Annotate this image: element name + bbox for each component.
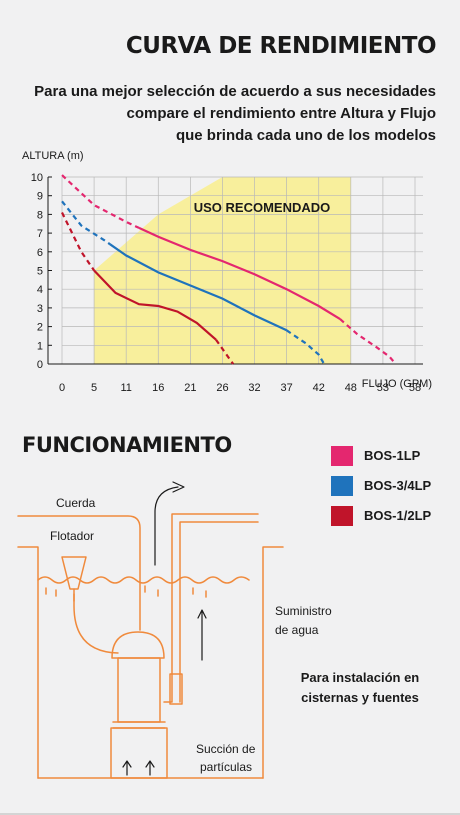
cistern-wall-left [17,546,39,779]
pump-base [110,727,168,779]
pipe-coupling [169,673,183,705]
flow-arrow-up-head [197,609,207,619]
legend-item-bos-1lp: BOS-1LP [331,446,451,466]
y-tick-label: 0 [37,359,43,371]
y-tick-label: 9 [37,191,43,203]
flow-arrow-curved [154,486,179,566]
x-tick-label: 32 [248,382,260,394]
installation-note-line-1: Para instalación en [300,670,420,685]
label-succion-1: Succión de [196,742,256,756]
suction-arrow-2 [145,760,155,776]
cistern-wall-right [262,546,284,779]
x-tick-label: 53 [377,382,389,394]
x-tick-label: 26 [216,382,228,394]
y-tick-label: 10 [31,172,43,184]
legend-item-bos-3-4lp: BOS-3/4LP [331,476,451,496]
legend-swatch-bos-1-2lp [331,506,353,526]
series-bos-3-4lp-line [109,243,288,332]
legend-label-bos-1lp: BOS-1LP [364,448,421,463]
series-bos-1-2lp-dashed-start [61,212,96,272]
series-bos-1-2lp-dashed-end [215,339,235,365]
x-axis-label: FLUJO (GPM) [361,378,432,390]
pump-cap [111,631,165,659]
y-tick-label: 7 [37,228,43,240]
y-tick-label: 1 [37,340,43,352]
y-tick-label: 6 [37,247,43,259]
legend-label-bos-3-4lp: BOS-3/4LP [364,478,432,493]
subtitle-line-2: compare el rendimiento entre Altura y Fl… [126,105,436,122]
y-axis-label: ALTURA (m) [22,150,84,162]
subtitle-line-1: Para una mejor selección de acuerdo a su… [34,83,436,100]
page-title: CURVA DE RENDIMIENTO [125,33,437,59]
label-suministro-2: de agua [275,623,319,637]
cord-line [17,515,141,631]
pump-body [117,657,161,723]
series-bos-3-4lp-dashed-end [285,329,326,365]
suction-arrow-1 [122,760,132,776]
section-title-funcionamiento: FUNCIONAMIENTO [22,433,232,457]
subtitle-line-3: que brinda cada uno de los modelos [175,127,436,144]
y-tick-label: 4 [37,284,43,296]
series-bos-1-2lp-line [93,269,217,341]
zone-label: USO RECOMENDADO [194,200,331,215]
outlet-pipe [163,513,259,703]
water-drops [45,585,207,602]
label-flotador: Flotador [50,529,95,543]
label-suministro-1: Suministro [275,604,332,618]
y-tick-label: 2 [37,322,43,334]
series-bos-1lp-line [138,226,341,321]
x-tick-label: 5 [91,382,97,394]
flow-arrow-curved-head [172,481,185,493]
x-tick-label: 0 [59,382,65,394]
water-line [37,576,250,584]
y-tick-label: 8 [37,209,43,221]
y-tick-label: 3 [37,303,43,315]
installation-note-line-2: cisternas y fuentes [301,690,419,705]
series-bos-1lp-dashed-start [61,174,140,229]
legend-swatch-bos-1lp [331,446,353,466]
legend-item-bos-1-2lp: BOS-1/2LP [331,506,451,526]
y-tick-label: 5 [37,266,43,278]
x-tick-label: 58 [409,382,421,394]
label-cuerda: Cuerda [56,496,96,510]
float-cable [73,588,119,654]
legend-label-bos-1-2lp: BOS-1/2LP [364,508,432,523]
outlet-pipe-inner [179,521,259,703]
performance-chart: 0 1 2 3 4 5 6 7 8 9 10 0 5 11 16 21 26 32 37 42 48 53 58 USO RE… [31,172,423,394]
legend-swatch-bos-3-4lp [331,476,353,496]
x-tick-label: 16 [152,382,164,394]
series-bos-1lp-dashed-end [339,318,397,365]
x-tick-label: 37 [281,382,293,394]
installation-note: Para instalación en cisternas y fuentes [275,668,445,708]
x-tick-label: 42 [313,382,325,394]
x-tick-label: 11 [120,382,131,394]
x-tick-label: 21 [184,382,196,394]
label-succion-2: partículas [200,760,253,774]
x-tick-label: 48 [345,382,357,394]
float-body [61,556,87,590]
